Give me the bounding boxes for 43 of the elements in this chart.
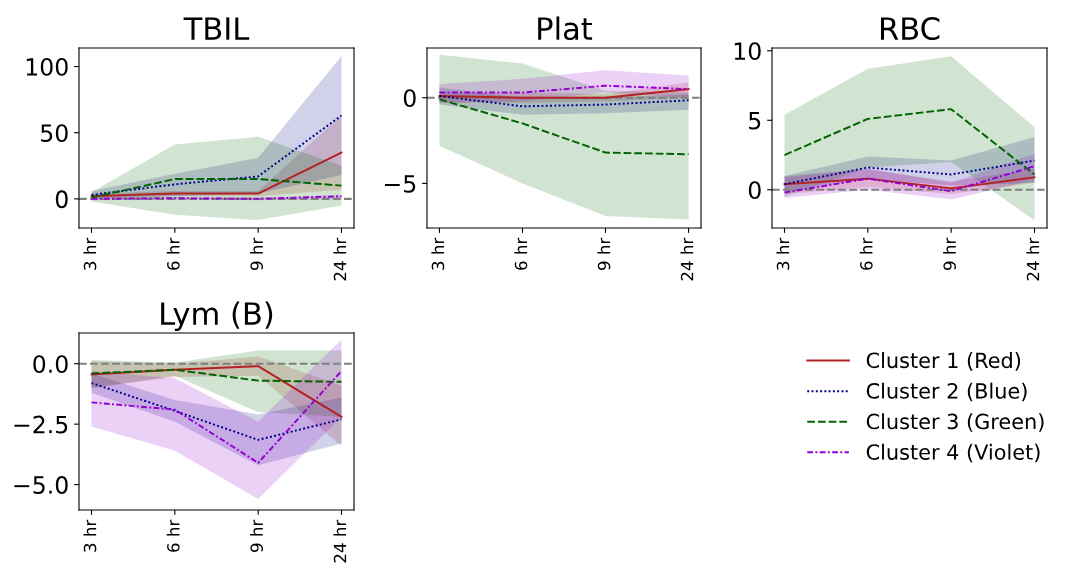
line-series — [783, 108, 1036, 176]
line-series — [90, 368, 343, 383]
line-series — [438, 98, 690, 156]
y-tick-label: 0 — [403, 89, 416, 108]
x-tick-label: 6 hr — [166, 237, 180, 270]
x-tick-label: 24 hr — [680, 237, 694, 281]
chart-title: TBIL — [183, 17, 250, 40]
y-tick-label: 10 — [734, 42, 761, 61]
x-tick-label: 9 hr — [250, 237, 263, 270]
y-tick-label: −2.5 — [14, 415, 68, 434]
chart-title: Plat — [538, 16, 593, 41]
legend-label: Cluster 2 (Blue) — [866, 382, 1027, 402]
x-tick-label: 3 hr — [83, 519, 97, 552]
y-tick-label: 0.0 — [33, 355, 68, 374]
line-series — [438, 95, 690, 108]
x-tick-label: 3 hr — [776, 237, 790, 270]
y-tick-label: 0 — [55, 190, 68, 209]
x-tick-label: 6 hr — [166, 519, 180, 552]
x-tick-label: 3 hr — [83, 237, 97, 270]
y-tick-label: 5 — [749, 112, 761, 130]
chart-title: Lym (B) — [161, 301, 273, 332]
x-tick-label: 24 hr — [333, 519, 347, 563]
x-tick-label: 9 hr — [597, 237, 611, 270]
x-tick-label: 24 hr — [1026, 237, 1040, 281]
line-series — [90, 365, 343, 418]
legend-label: Cluster 3 (Green) — [866, 413, 1044, 432]
y-tick-label: −5.0 — [14, 476, 68, 494]
x-tick-label: 6 hr — [859, 237, 873, 270]
x-tick-label: 24 hr — [333, 237, 347, 281]
line-series — [783, 159, 1036, 186]
x-tick-label: 3 hr — [431, 237, 445, 270]
line-series — [783, 176, 1036, 190]
chart-title: RBC — [881, 16, 940, 41]
y-tick-label: 100 — [26, 57, 68, 76]
x-tick-label: 6 hr — [514, 237, 528, 270]
y-tick-label: 50 — [41, 124, 68, 143]
x-tick-label: 9 hr — [943, 237, 956, 270]
legend-label: Cluster 4 (Violet) — [866, 443, 1040, 463]
x-tick-label: 9 hr — [250, 519, 263, 552]
line-series — [90, 382, 343, 441]
y-tick-label: 0 — [748, 181, 761, 200]
legend-label: Cluster 1 (Red) — [866, 352, 1021, 371]
y-tick-label: −5 — [384, 175, 416, 193]
